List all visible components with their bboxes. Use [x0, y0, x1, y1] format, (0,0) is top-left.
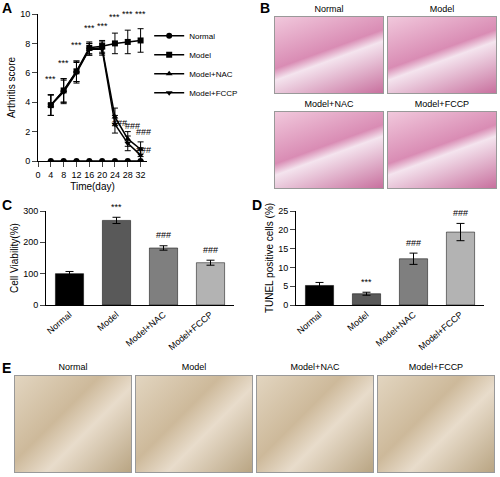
svg-text:Model: Model	[95, 310, 120, 333]
svg-text:Model+NAC: Model+NAC	[189, 70, 233, 79]
svg-text:Model+FCCP: Model+FCCP	[167, 310, 215, 353]
svg-text:###: ###	[203, 245, 218, 255]
svg-text:***: ***	[45, 74, 56, 84]
svg-text:Normal: Normal	[189, 32, 215, 41]
html-text:C: C	[2, 197, 13, 213]
html-text:Model+NAC: Model+NAC	[290, 362, 340, 372]
svg-text:Arthritis score: Arthritis score	[6, 57, 17, 119]
svg-text:Model+FCCP: Model+FCCP	[189, 89, 237, 98]
svg-text:0: 0	[35, 170, 40, 180]
svg-text:0: 0	[33, 300, 38, 310]
html-text:Normal: Normal	[314, 4, 344, 14]
svg-text:8: 8	[61, 170, 66, 180]
svg-text:Normal: Normal	[45, 310, 74, 336]
svg-text:5: 5	[283, 281, 288, 291]
svg-text:2: 2	[25, 127, 30, 137]
svg-text:32: 32	[136, 170, 146, 180]
html-text:E: E	[2, 360, 12, 376]
svg-text:***: ***	[135, 9, 146, 19]
svg-text:6: 6	[25, 68, 30, 78]
svg-text:200: 200	[23, 237, 38, 247]
svg-text:100: 100	[23, 269, 38, 279]
svg-text:12: 12	[71, 170, 81, 180]
html-text:Normal: Normal	[58, 362, 88, 372]
svg-text:20: 20	[278, 225, 288, 235]
svg-text:***: ***	[58, 58, 69, 68]
html-text:A: A	[2, 0, 13, 16]
html-text:Model: Model	[181, 362, 207, 372]
svg-text:Model: Model	[189, 51, 211, 60]
svg-text:8: 8	[25, 39, 30, 49]
svg-text:10: 10	[20, 9, 30, 19]
html-text:B: B	[260, 0, 271, 16]
svg-text:TUNEL positive cells (%): TUNEL positive cells (%)	[264, 203, 275, 313]
html-text:Model+NAC: Model+NAC	[304, 99, 354, 109]
svg-text:***: ***	[84, 23, 95, 33]
html-text:Model+FCCP: Model+FCCP	[408, 362, 464, 372]
svg-text:###: ###	[136, 127, 151, 137]
svg-text:16: 16	[84, 170, 94, 180]
svg-text:24: 24	[110, 170, 120, 180]
svg-text:###: ###	[406, 238, 421, 248]
svg-text:###: ###	[453, 208, 468, 218]
html-text:D: D	[252, 197, 263, 213]
svg-text:0: 0	[25, 156, 30, 166]
svg-text:###: ###	[156, 230, 171, 240]
svg-text:Model+FCCP: Model+FCCP	[417, 310, 465, 353]
svg-text:28: 28	[123, 170, 133, 180]
svg-text:###: ###	[125, 121, 140, 131]
svg-text:15: 15	[278, 244, 288, 254]
svg-text:4: 4	[25, 97, 30, 107]
svg-text:0: 0	[283, 300, 288, 310]
svg-text:***: ***	[97, 21, 108, 31]
svg-text:***: ***	[361, 277, 372, 287]
svg-text:10: 10	[278, 263, 288, 273]
svg-text:300: 300	[23, 206, 38, 216]
svg-text:20: 20	[97, 170, 107, 180]
svg-text:***: ***	[71, 40, 82, 50]
html-text:Model: Model	[429, 4, 455, 14]
svg-text:4: 4	[48, 170, 53, 180]
html-text:Model+FCCP: Model+FCCP	[414, 99, 470, 109]
svg-text:Model+NAC: Model+NAC	[124, 309, 168, 348]
svg-text:Normal: Normal	[295, 310, 324, 336]
svg-text:###: ###	[136, 145, 151, 155]
svg-text:***: ***	[109, 12, 120, 22]
svg-text:***: ***	[111, 202, 122, 212]
svg-text:Cell Viability(%): Cell Viability(%)	[9, 223, 20, 293]
svg-text:Model+NAC: Model+NAC	[374, 309, 418, 348]
svg-text:Time(day): Time(day)	[70, 181, 115, 192]
svg-text:Model: Model	[345, 310, 370, 333]
svg-text:25: 25	[278, 206, 288, 216]
svg-text:***: ***	[122, 9, 133, 19]
svg-text:###: ###	[112, 118, 127, 128]
